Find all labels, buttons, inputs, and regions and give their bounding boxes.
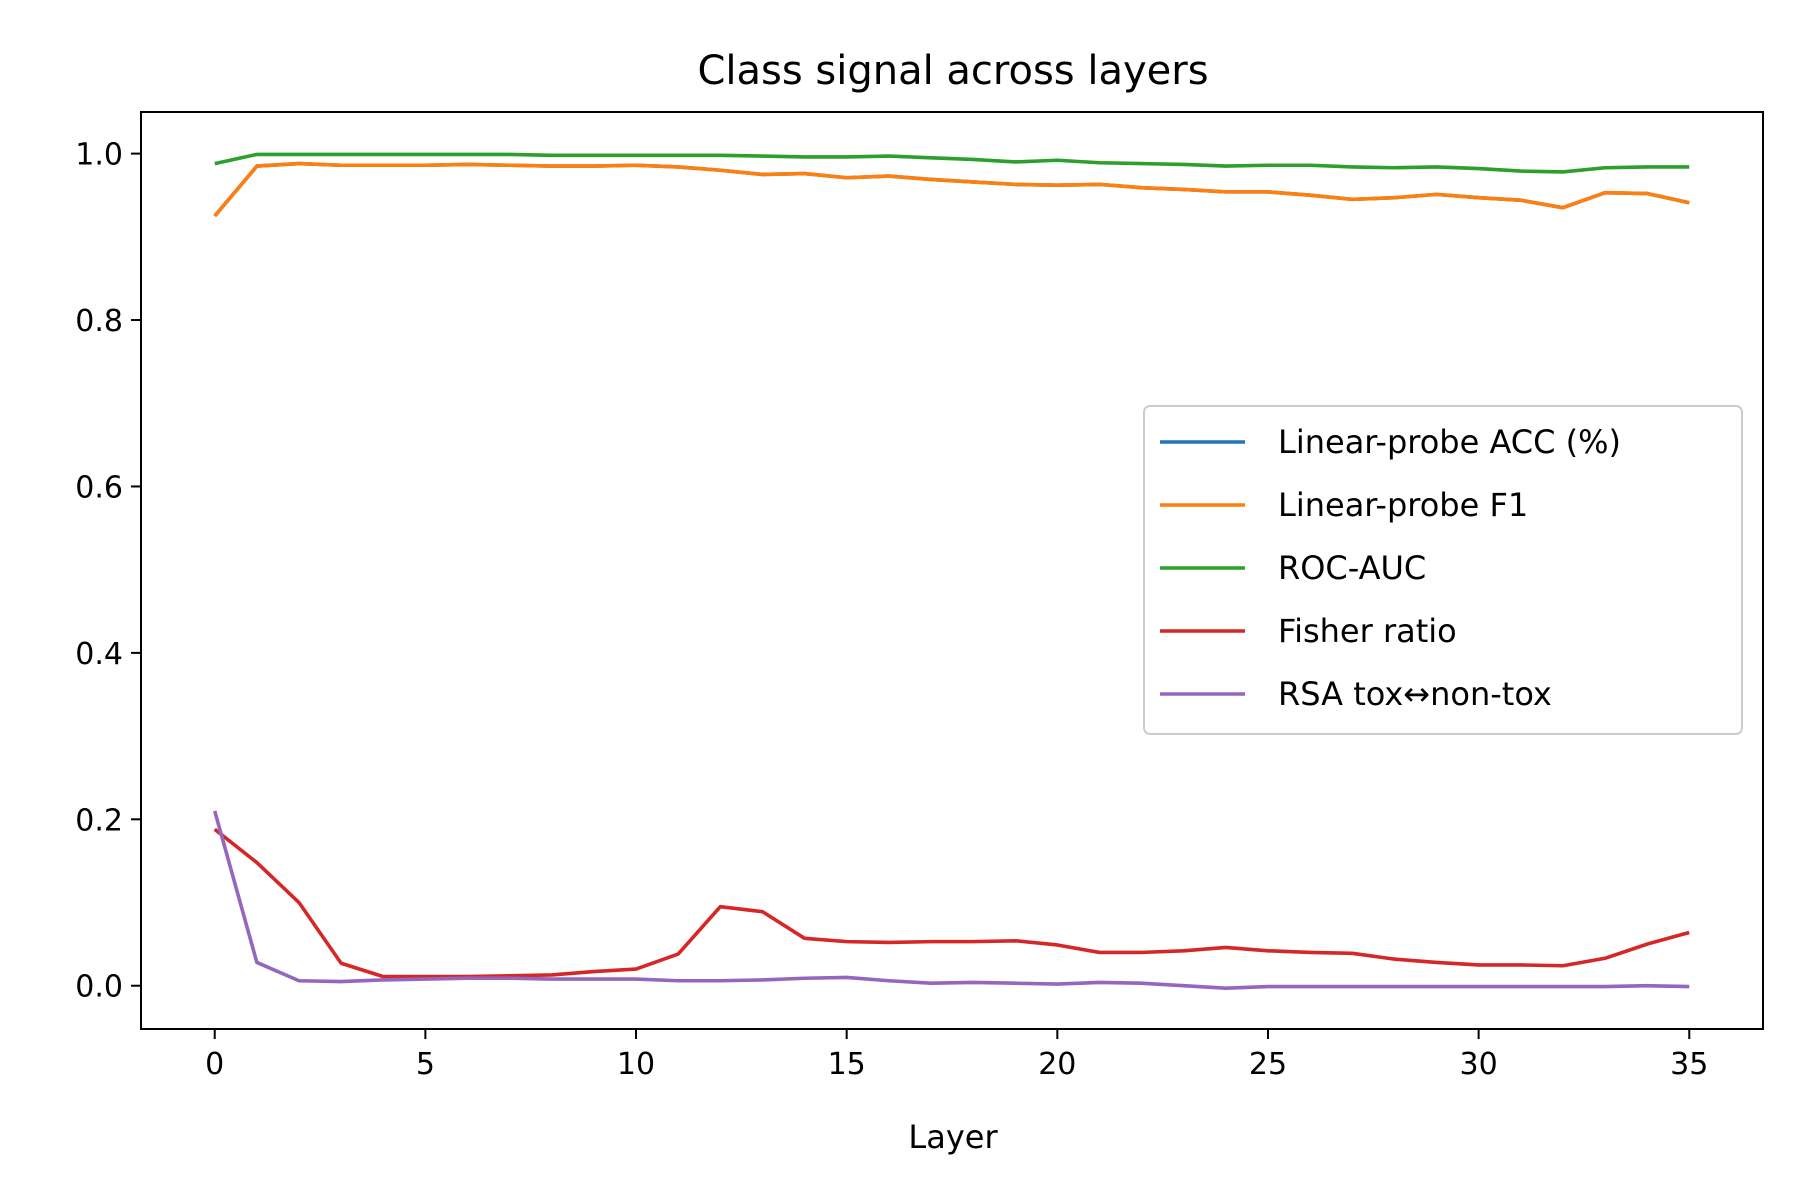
x-tick-label: 35 bbox=[1670, 1047, 1708, 1082]
x-tick-label: 15 bbox=[828, 1047, 866, 1082]
legend-label-fisher-ratio: Fisher ratio bbox=[1278, 612, 1457, 650]
series-line-fisher-ratio bbox=[213, 827, 1690, 979]
legend-label-linear-probe-acc: Linear-probe ACC (%) bbox=[1278, 423, 1621, 461]
series-line-linear-probe-acc bbox=[213, 161, 1690, 218]
y-tick-label: 0.8 bbox=[75, 304, 123, 339]
plot-area-frame bbox=[140, 111, 1764, 1030]
y-tick-label: 0.6 bbox=[75, 470, 123, 505]
x-tick-label: 0 bbox=[205, 1047, 224, 1082]
y-tick-label: 0.0 bbox=[75, 970, 123, 1005]
series-line-linear-probe-f1 bbox=[213, 161, 1690, 218]
x-tick-label: 30 bbox=[1460, 1047, 1498, 1082]
chart-title: Class signal across layers bbox=[697, 48, 1208, 94]
x-axis-label: Layer bbox=[908, 1118, 998, 1156]
legend-frame bbox=[1143, 405, 1743, 735]
x-axis: 0 5 10 15 20 25 30 35 bbox=[205, 1029, 1708, 1082]
y-tick-label: 1.0 bbox=[75, 138, 123, 173]
x-tick-label: 20 bbox=[1038, 1047, 1076, 1082]
y-axis: 0.0 0.2 0.4 0.6 0.8 1.0 bbox=[75, 138, 141, 1005]
y-tick-label: 0.2 bbox=[75, 803, 123, 838]
y-tick-label: 0.4 bbox=[75, 637, 123, 672]
series-line-roc-auc bbox=[214, 152, 1690, 174]
x-tick-label: 5 bbox=[416, 1047, 435, 1082]
series-line-rsa-tox-non-tox bbox=[212, 810, 1690, 991]
legend-label-linear-probe-f1: Linear-probe F1 bbox=[1278, 486, 1528, 524]
x-tick-label: 25 bbox=[1249, 1047, 1287, 1082]
legend-label-rsa-tox-non-tox: RSA tox↔non-tox bbox=[1278, 675, 1552, 713]
series-layer bbox=[212, 152, 1690, 991]
legend: Linear-probe ACC (%) Linear-probe F1 ROC-A… bbox=[1143, 405, 1743, 735]
legend-label-roc-auc: ROC-AUC bbox=[1278, 549, 1426, 587]
x-tick-label: 10 bbox=[617, 1047, 655, 1082]
